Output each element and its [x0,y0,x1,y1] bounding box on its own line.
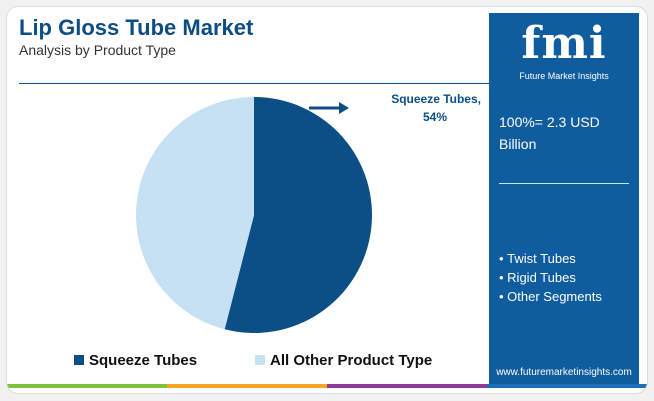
legend-label: Squeeze Tubes [89,352,197,369]
segment-list: Twist TubesRigid TubesOther Segments [499,249,602,306]
strip-segment [7,384,167,388]
data-label: 54% [423,110,447,124]
data-label: Squeeze Tubes, [391,92,481,106]
pie-slice [135,97,254,330]
sidebar: fmi Future Market Insights 100%= 2.3 USD… [489,13,639,385]
strip-segment [167,384,327,388]
segment-item: Twist Tubes [499,249,602,268]
pie-slice [224,97,372,333]
chart-title: Lip Gloss Tube Market [19,15,254,40]
logo-caption: Future Market Insights [519,71,609,81]
divider [19,83,489,84]
divider [499,183,629,184]
strip-segment [327,384,487,388]
strip-segment [487,384,647,388]
pie-chart: Squeeze Tubes, 54% Squeeze Tubes All Other … [74,92,481,369]
segment-item: Rigid Tubes [499,268,602,287]
legend-label: All Other Product Type [270,352,432,369]
chart-subtitle: Analysis by Product Type [19,42,176,58]
arrow-head [339,102,349,114]
legend-swatch [74,355,84,365]
website: www.futuremarketinsights.com [496,367,632,378]
legend-swatch [255,355,265,365]
color-strip [7,384,647,388]
segment-item: Other Segments [499,287,602,306]
card: Lip Gloss Tube Market Analysis by Produc… [6,6,648,394]
market-size: 100%= 2.3 USD Billion [499,114,600,152]
logo: fmi [521,18,607,69]
